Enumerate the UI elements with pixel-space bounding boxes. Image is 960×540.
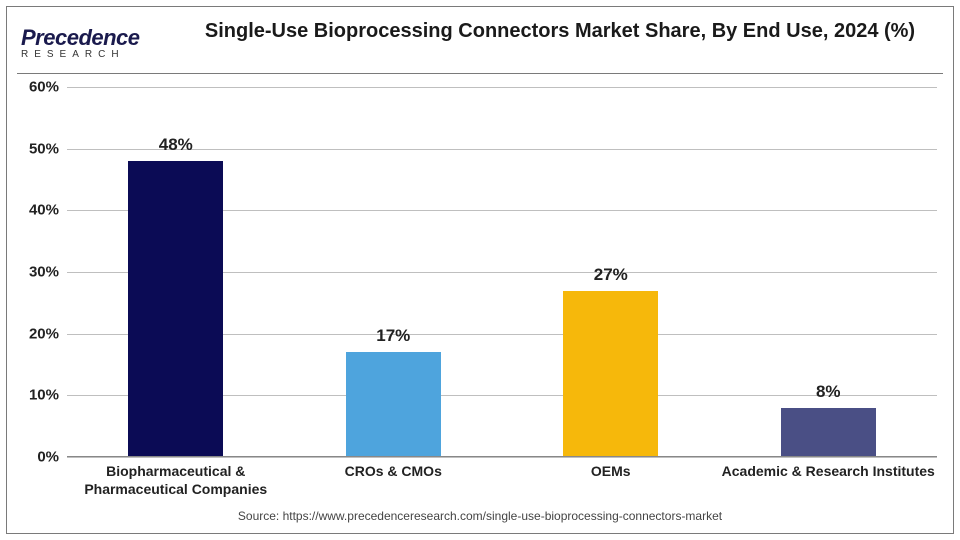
chart-frame: Precedence RESEARCH Single-Use Bioproces… bbox=[6, 6, 954, 534]
y-axis-tick: 50% bbox=[29, 140, 59, 157]
bar-value-label: 48% bbox=[159, 135, 193, 155]
brand-sub: RESEARCH bbox=[21, 49, 140, 60]
grid-line bbox=[67, 149, 937, 150]
brand-name: Precedence bbox=[21, 25, 140, 50]
grid-line bbox=[67, 457, 937, 458]
x-axis bbox=[67, 456, 937, 457]
y-axis-tick: 20% bbox=[29, 325, 59, 342]
x-axis-label: CROs & CMOs bbox=[285, 463, 503, 481]
bar-value-label: 17% bbox=[376, 326, 410, 346]
chart-title: Single-Use Bioprocessing Connectors Mark… bbox=[187, 19, 933, 44]
bar: 8% bbox=[781, 408, 876, 457]
y-axis-tick: 40% bbox=[29, 202, 59, 219]
y-axis-tick: 10% bbox=[29, 387, 59, 404]
brand-logo: Precedence RESEARCH bbox=[21, 25, 140, 60]
y-axis-tick: 60% bbox=[29, 79, 59, 96]
y-axis-tick: 0% bbox=[37, 449, 59, 466]
bar: 27% bbox=[563, 291, 658, 458]
bar-chart: 0%10%20%30%40%50%60%48%Biopharmaceutical… bbox=[67, 87, 937, 457]
bar-value-label: 27% bbox=[594, 265, 628, 285]
x-axis-label: Biopharmaceutical & Pharmaceutical Compa… bbox=[67, 463, 285, 498]
bar-value-label: 8% bbox=[816, 382, 841, 402]
source-text: Source: https://www.precedenceresearch.c… bbox=[7, 509, 953, 523]
grid-line bbox=[67, 87, 937, 88]
y-axis-tick: 30% bbox=[29, 264, 59, 281]
x-axis-label: Academic & Research Institutes bbox=[720, 463, 938, 481]
x-axis-label: OEMs bbox=[502, 463, 720, 481]
bar: 17% bbox=[346, 352, 441, 457]
bar: 48% bbox=[128, 161, 223, 457]
title-divider bbox=[17, 73, 943, 74]
